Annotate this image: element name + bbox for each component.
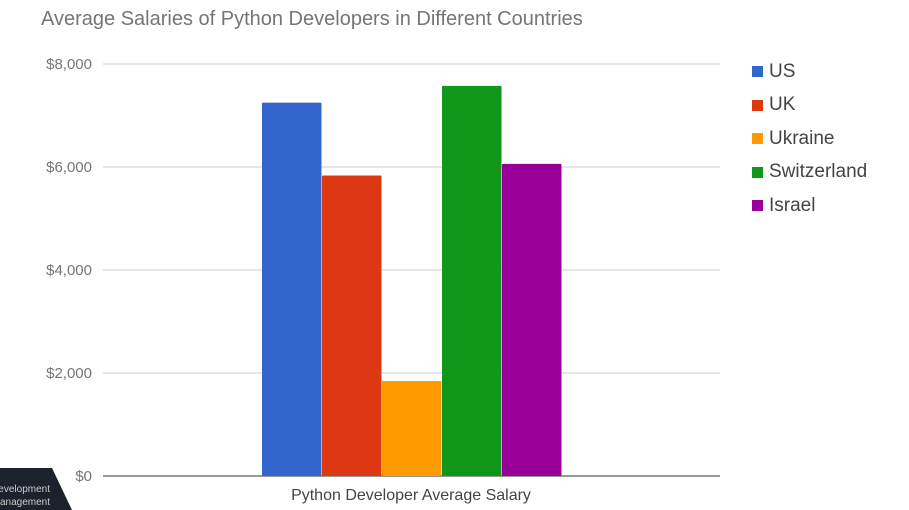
y-tick-label: $6,000 [46, 159, 92, 176]
legend-item: Ukraine [752, 122, 867, 156]
legend-label: UK [769, 94, 796, 116]
legend-swatch [752, 99, 763, 111]
bar-ukraine [382, 380, 442, 476]
legend-label: Israel [769, 194, 816, 216]
legend-swatch [752, 66, 763, 78]
legend-item: Switzerland [752, 156, 867, 190]
legend-item: US [752, 55, 867, 89]
legend: US UK Ukraine Switzerland Israel [752, 55, 867, 223]
x-axis-label: Python Developer Average Salary [291, 487, 531, 504]
badge-line-1: Development [0, 484, 50, 495]
y-tick-label: $8,000 [46, 56, 92, 73]
y-tick-label: $0 [75, 468, 92, 485]
bar-us [262, 102, 322, 476]
legend-item: UK [752, 89, 867, 123]
bar-switzerland [442, 85, 502, 476]
chart-title: Average Salaries of Python Developers in… [41, 8, 583, 30]
legend-swatch [752, 200, 763, 212]
y-tick-label: $2,000 [46, 365, 92, 382]
legend-item: Israel [752, 189, 867, 223]
legend-label: US [769, 60, 796, 82]
legend-label: Ukraine [769, 127, 835, 149]
bar-israel [502, 163, 562, 476]
y-tick-label: $4,000 [46, 262, 92, 279]
badge-line-2: Management [0, 497, 50, 508]
bar-uk [322, 175, 382, 476]
legend-label: Switzerland [769, 161, 868, 183]
legend-swatch [752, 133, 763, 145]
legend-swatch [752, 166, 763, 178]
